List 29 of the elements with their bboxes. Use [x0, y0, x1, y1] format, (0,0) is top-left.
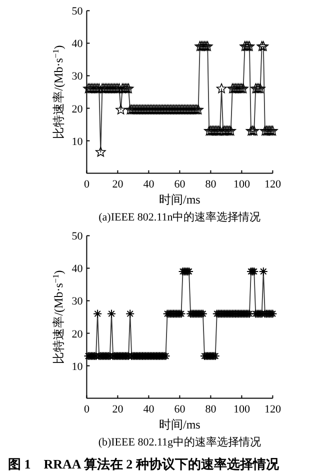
x-tick-label: 20	[112, 403, 124, 416]
x-tick-label: 40	[143, 178, 155, 190]
x-tick-label: 20	[112, 178, 124, 190]
y-tick-label: 30	[72, 296, 84, 308]
x-tick-label: 60	[174, 403, 186, 416]
y-tick-label: 50	[72, 6, 84, 18]
x-axis-title: 时间/ms	[159, 417, 201, 432]
y-tick-label: 10	[72, 360, 84, 373]
y-tick-label: 40	[72, 38, 84, 50]
x-tick-label: 120	[264, 178, 282, 190]
y-tick-label: 30	[72, 70, 84, 83]
text: (a)IEEE 802.11n中的速率选择情况	[98, 210, 261, 224]
x-tick-label: 80	[205, 403, 217, 416]
y-tick-label: 50	[72, 230, 84, 243]
y-tick-label: 10	[72, 136, 84, 148]
x-tick-label: 100	[233, 403, 250, 416]
caption: 图 1 RRAA 算法在 2 种协议下的速率选择情况	[8, 456, 280, 472]
x-axis-title: 时间/ms	[159, 192, 201, 206]
x-tick-label: 40	[143, 403, 155, 416]
y-tick-label: 20	[72, 328, 84, 340]
x-tick-label: 0	[84, 403, 90, 416]
x-tick-label: 0	[84, 178, 90, 190]
y-tick-label: 40	[72, 263, 84, 276]
y-tick-label: 20	[72, 103, 84, 116]
x-tick-label: 120	[264, 403, 282, 416]
x-tick-label: 100	[233, 178, 250, 190]
text: (b)IEEE 802.11g中的速率选择情况	[98, 435, 262, 448]
x-tick-label: 60	[174, 178, 186, 190]
x-tick-label: 80	[205, 178, 217, 190]
